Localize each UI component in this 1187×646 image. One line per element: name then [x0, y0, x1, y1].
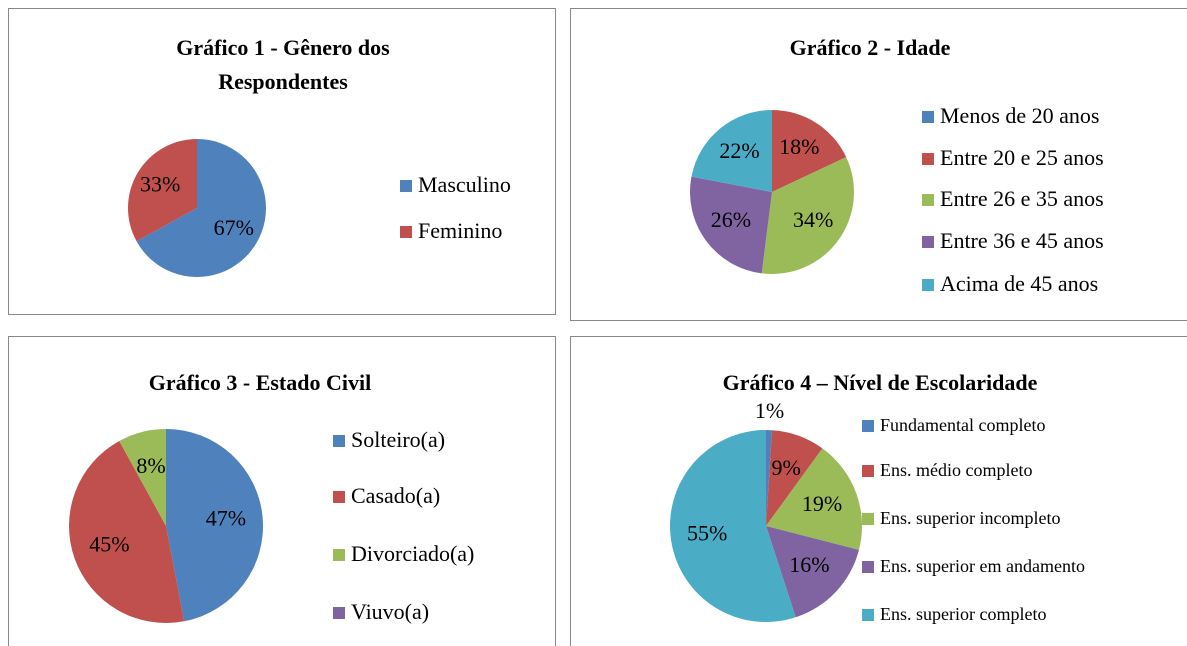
panel	[8, 336, 556, 646]
data-label: 67%	[214, 215, 254, 240]
data-label: 18%	[779, 134, 819, 159]
data-label: 1%	[755, 398, 784, 423]
pie-slice	[119, 429, 166, 526]
legend-label: Entre 36 e 45 anos	[940, 228, 1104, 253]
pie-slice	[766, 430, 823, 526]
legend-label: Casado(a)	[351, 483, 440, 508]
legend-swatch	[333, 549, 345, 561]
legend-swatch	[922, 279, 934, 291]
data-label: 34%	[793, 207, 833, 232]
data-label: 22%	[719, 138, 759, 163]
legend-swatch	[333, 607, 345, 619]
chart-title: Gráfico 3 - Estado Civil	[148, 370, 372, 395]
legend-swatch	[862, 609, 874, 621]
pie-slice	[766, 448, 862, 550]
pie-slice	[670, 430, 796, 623]
pie-slice	[166, 429, 263, 622]
legend-label: Solteiro(a)	[351, 427, 445, 452]
legend-swatch	[400, 180, 412, 192]
pie-slice	[691, 110, 772, 192]
legend-swatch	[862, 513, 874, 525]
chart-title: Gráfico 2 - Idade	[789, 35, 951, 60]
pie-slice	[761, 157, 854, 274]
panel	[8, 8, 556, 315]
data-label: 16%	[789, 552, 829, 577]
chart-title: Gráfico 1 - Gênero dos Respondentes	[176, 35, 390, 94]
data-label: 55%	[687, 520, 727, 545]
data-label: 33%	[140, 171, 180, 196]
legend-label: Entre 26 e 35 anos	[940, 186, 1104, 211]
data-label: 26%	[711, 207, 751, 232]
pie-slice	[690, 176, 772, 274]
legend-label: Ens. superior completo	[880, 604, 1046, 624]
data-label: 19%	[802, 491, 842, 516]
data-label: 9%	[771, 455, 800, 480]
pie-slice	[772, 110, 847, 192]
legend-label: Masculino	[418, 172, 511, 197]
legend-label: Ens. superior incompleto	[880, 508, 1060, 528]
pie-slice	[766, 430, 773, 526]
legend-swatch	[862, 465, 874, 477]
legend-swatch	[922, 111, 934, 123]
panel	[570, 8, 1187, 321]
chart-title: Gráfico 4 – Nível de Escolaridade	[722, 370, 1038, 395]
legend-label: Divorciado(a)	[351, 541, 474, 566]
pie-slice	[69, 440, 185, 623]
panel	[570, 336, 1187, 646]
legend-swatch	[862, 420, 874, 432]
data-label: 8%	[136, 453, 165, 478]
legend-swatch	[922, 194, 934, 206]
pie-slice	[128, 139, 197, 242]
legend-label: Entre 20 e 25 anos	[940, 145, 1104, 170]
legend-label: Viuvo(a)	[351, 599, 429, 624]
legend-swatch	[922, 153, 934, 165]
pie-slice	[136, 139, 266, 278]
legend-label: Fundamental completo	[880, 415, 1045, 435]
legend-swatch	[922, 236, 934, 248]
data-label: 45%	[89, 531, 129, 556]
legend-swatch	[333, 491, 345, 503]
legend-label: Acima de 45 anos	[940, 271, 1098, 296]
legend-label: Ens. superior em andamento	[880, 556, 1085, 576]
legend-label: Menos de 20 anos	[940, 103, 1099, 128]
legend-swatch	[400, 226, 412, 238]
legend-swatch	[333, 435, 345, 447]
legend-label: Feminino	[418, 218, 502, 243]
pie-slice	[766, 526, 859, 618]
data-label: 47%	[206, 505, 246, 530]
legend-label: Ens. médio completo	[880, 460, 1032, 480]
legend-swatch	[862, 561, 874, 573]
